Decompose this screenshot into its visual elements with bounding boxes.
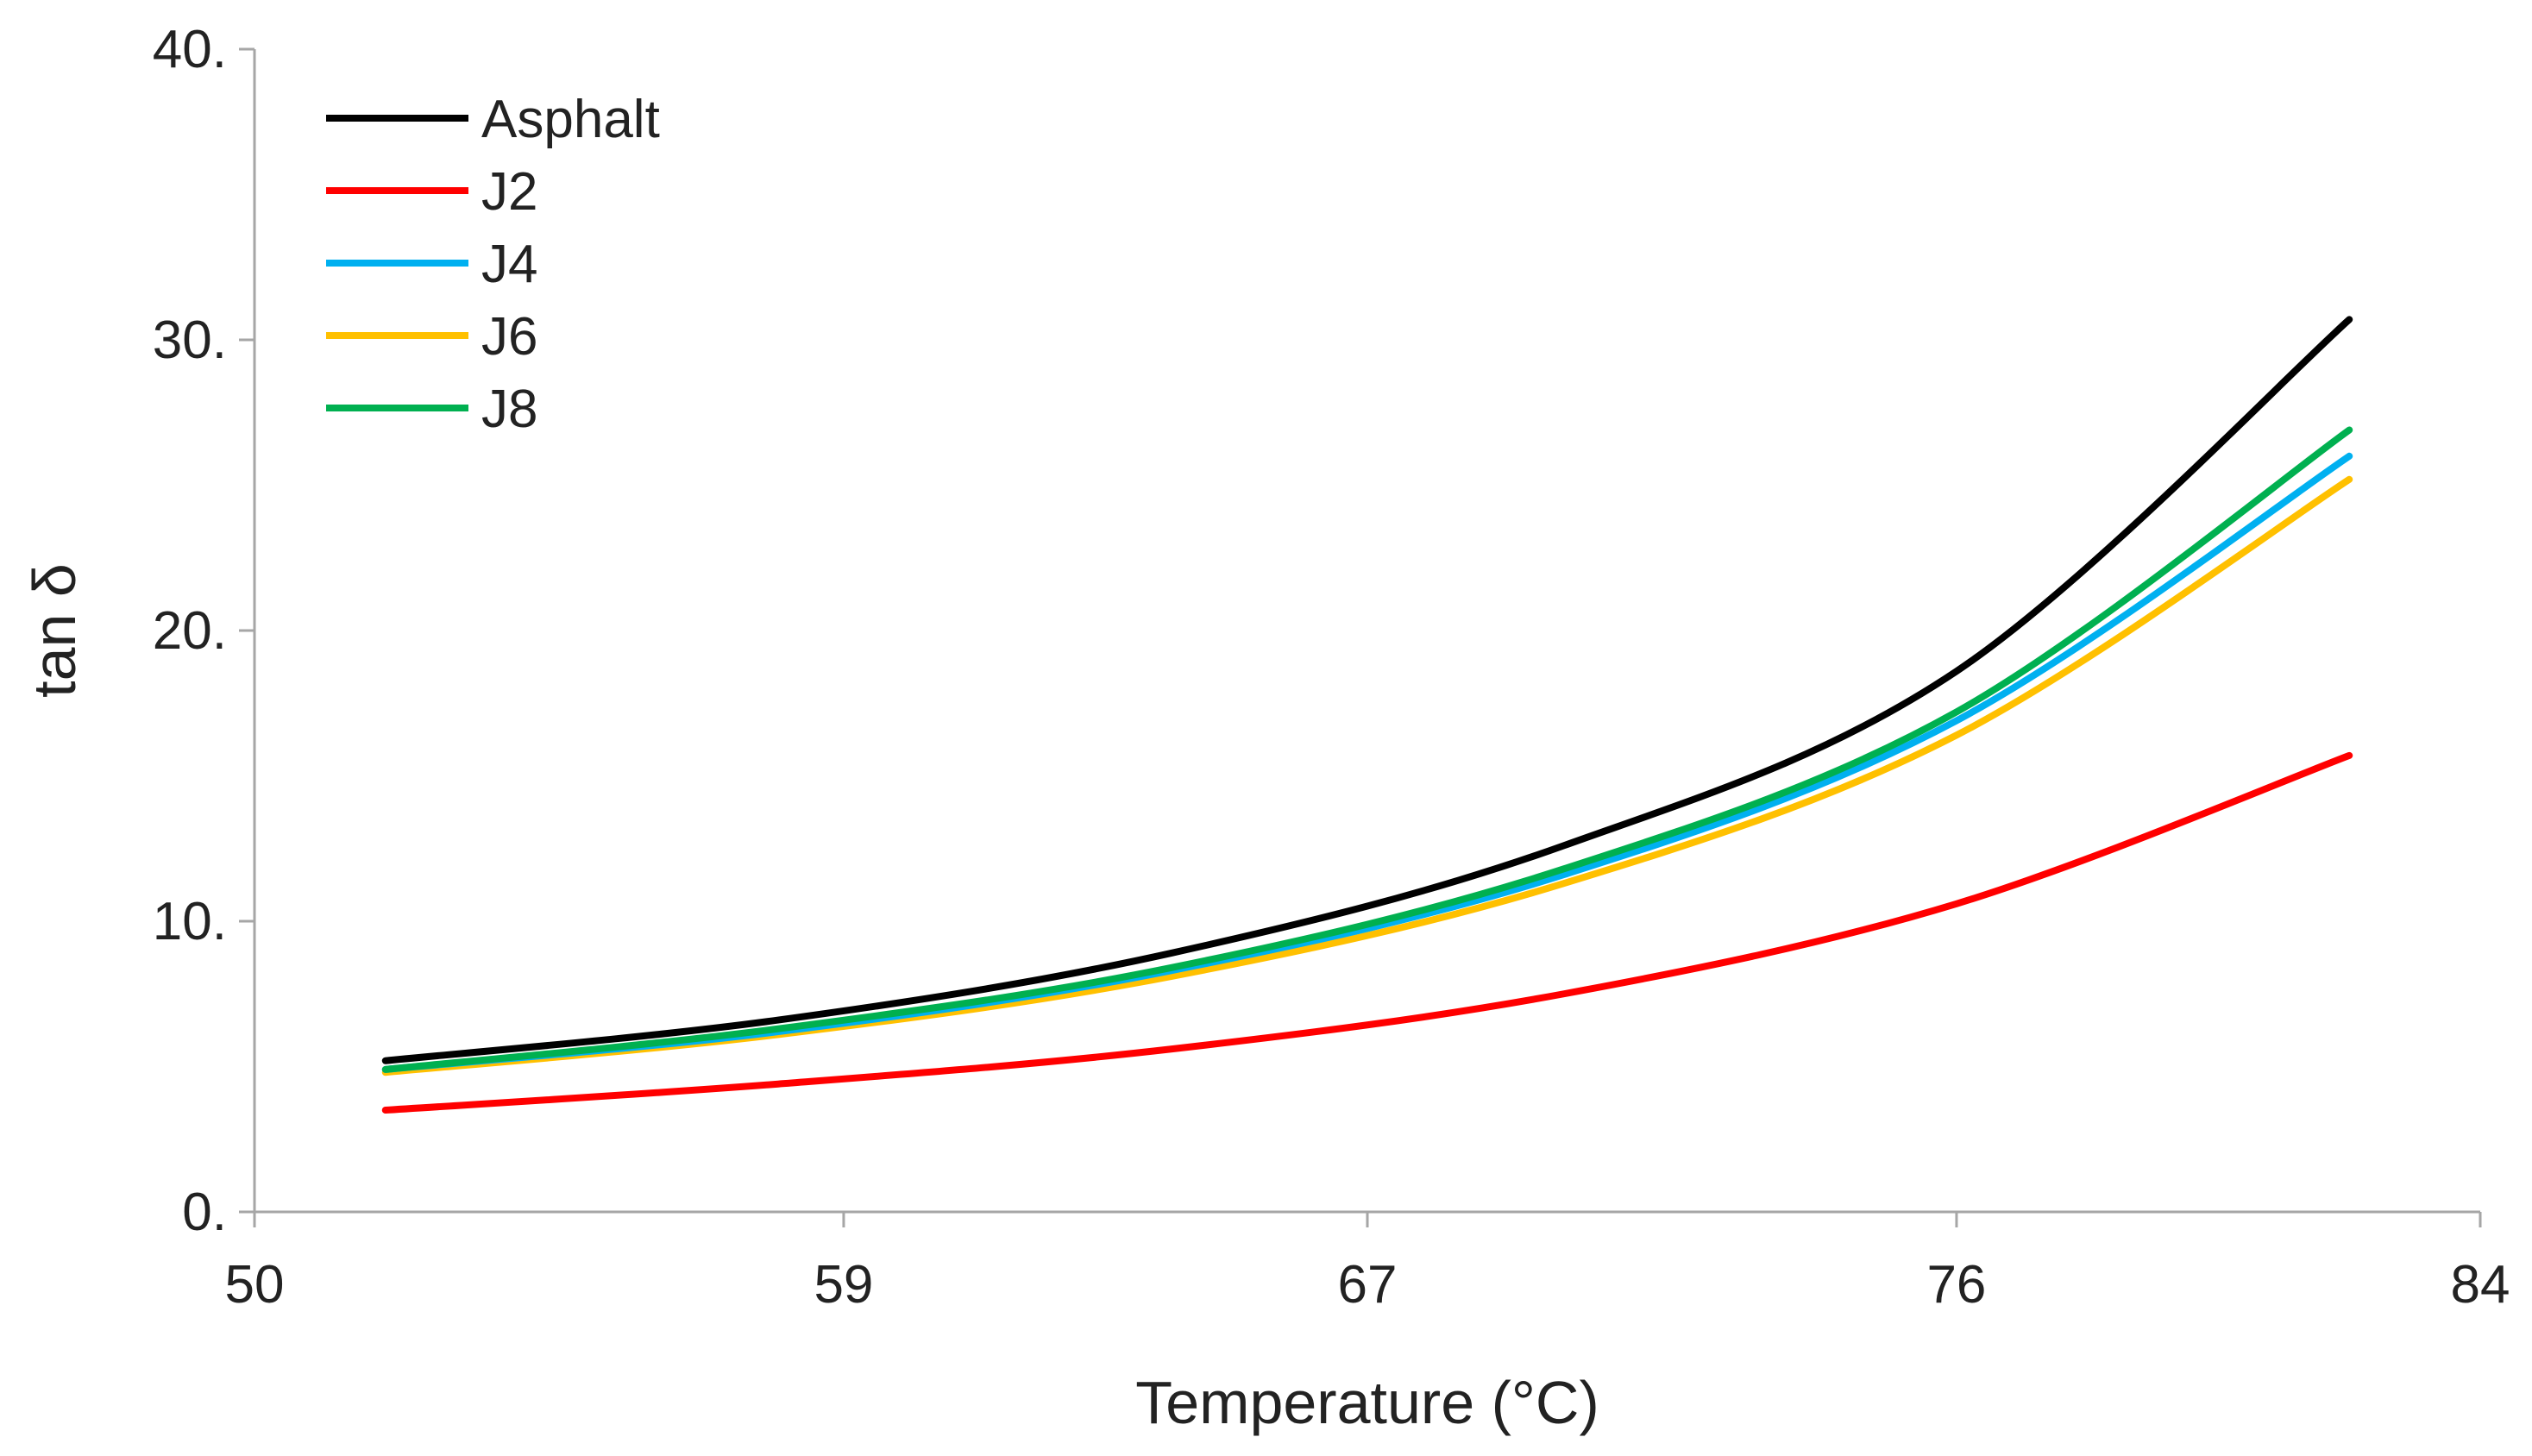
x-tick-label: 67 <box>1338 1255 1398 1315</box>
y-tick-label: 20. <box>153 601 227 661</box>
x-tick-label: 84 <box>2451 1255 2510 1315</box>
legend-label-j6: J6 <box>481 307 537 367</box>
y-tick-label: 40. <box>153 20 227 79</box>
series-line-j4 <box>381 452 2353 1073</box>
y-tick-label: 30. <box>153 311 227 370</box>
series-line-j6 <box>381 475 2353 1076</box>
series-line-j2 <box>381 751 2353 1114</box>
x-tick-label: 50 <box>225 1255 285 1315</box>
legend-label-j8: J8 <box>481 380 537 439</box>
y-axis-title: tan δ <box>21 563 88 698</box>
legend: Asphalt J2 J4 J6 J8 <box>326 90 660 439</box>
x-axis-title: Temperature (°C) <box>1135 1369 1599 1436</box>
x-tick-label: 76 <box>1926 1255 1986 1315</box>
y-tick-label: 10. <box>153 892 227 951</box>
plot-lines <box>381 316 2353 1114</box>
x-tick-label: 59 <box>814 1255 873 1315</box>
y-tick-label: 0. <box>182 1183 227 1242</box>
legend-label-asphalt: Asphalt <box>481 90 660 149</box>
legend-label-j2: J2 <box>481 162 537 222</box>
series-line-asphalt <box>381 316 2353 1064</box>
axes: 0. 10. 20. 30. 40. 50 59 67 76 84 <box>153 20 2510 1315</box>
series-line-j8 <box>381 426 2353 1073</box>
legend-label-j4: J4 <box>481 235 537 294</box>
